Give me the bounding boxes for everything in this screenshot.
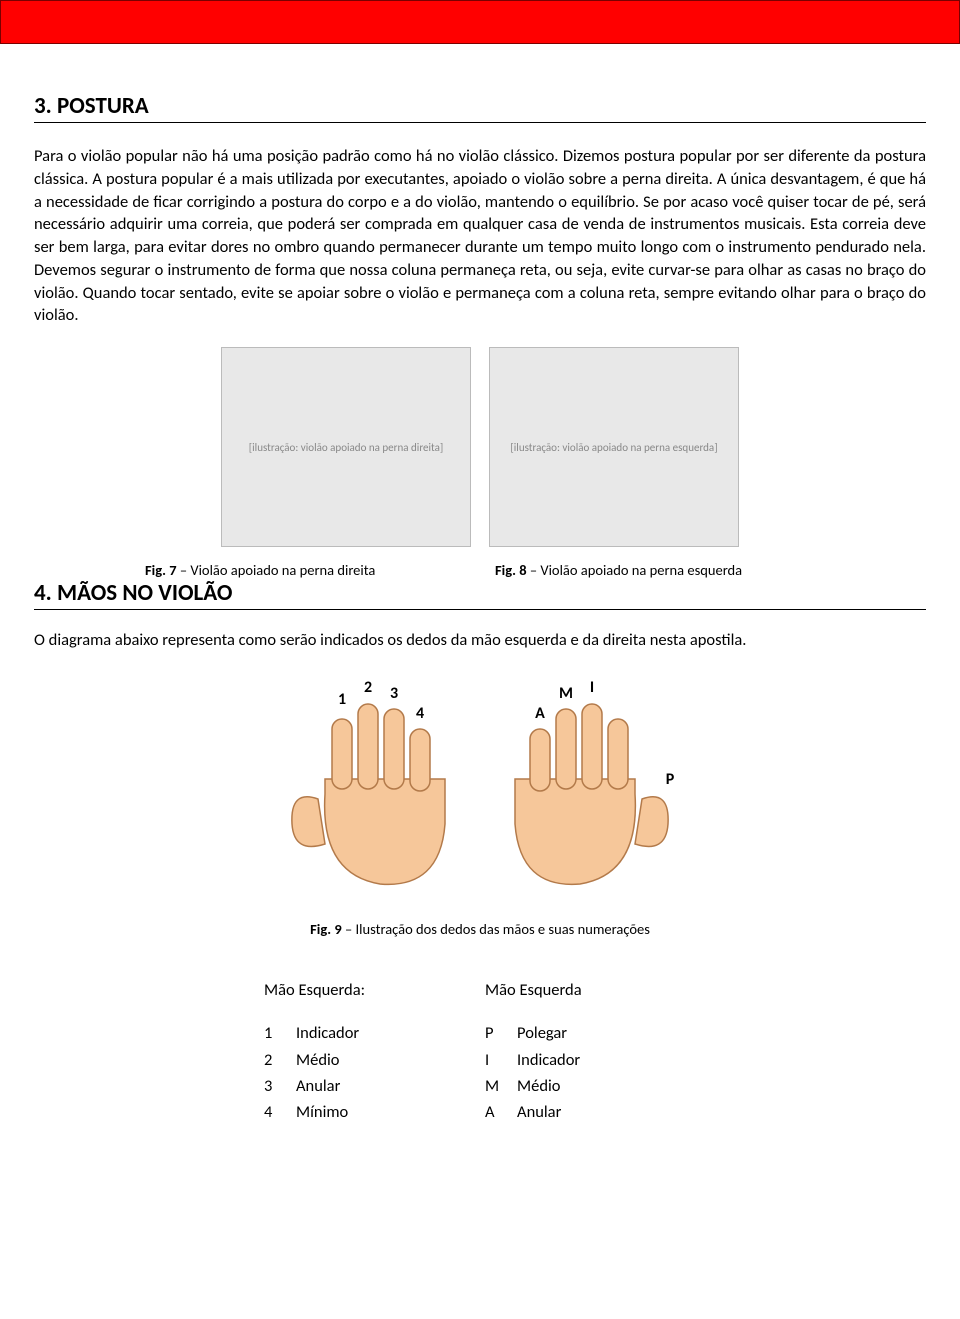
finger-val: Indicador <box>296 1020 359 1046</box>
finger-key: M <box>485 1073 503 1099</box>
table-row: 3 Anular <box>264 1073 365 1099</box>
finger-key: A <box>485 1099 503 1125</box>
figure-7-8-row: [ilustração: violão apoiado na perna dir… <box>34 347 926 547</box>
finger-key: 2 <box>264 1047 282 1073</box>
finger-val: Polegar <box>517 1020 567 1046</box>
finger-val: Mínimo <box>296 1099 348 1125</box>
finger-val: Médio <box>296 1047 339 1073</box>
right-hand-label-A: A <box>535 704 545 723</box>
left-hand-label-2: 2 <box>364 678 372 697</box>
table-row: 2 Médio <box>264 1047 365 1073</box>
figure-7-placeholder: [ilustração: violão apoiado na perna dir… <box>221 347 471 547</box>
finger-left-header: Mão Esquerda: <box>264 980 365 1000</box>
left-hand-label-3: 3 <box>390 684 398 703</box>
right-hand-label-P: P <box>666 770 675 789</box>
figure-7-caption: Fig. 7 – Violão apoiado na perna direita <box>145 561 465 579</box>
figure-7-caption-text: – Violão apoiado na perna direita <box>177 561 376 579</box>
left-hand-label-4: 4 <box>416 704 424 723</box>
figure-9-caption-text: – Ilustração dos dedos das mãos e suas n… <box>342 920 650 938</box>
hands-diagram-icon: 1 2 3 4 A M I P <box>270 674 690 904</box>
figure-9-caption: Fig. 9 – Ilustração dos dedos das mãos e… <box>34 920 926 938</box>
page-header-bar <box>0 0 960 44</box>
section-3-title: 3. POSTURA <box>34 92 926 123</box>
finger-val: Anular <box>517 1099 561 1125</box>
finger-col-right: Mão Esquerda PPolegar IIndicador MMédio … <box>485 980 582 1126</box>
figure-9-wrap: 1 2 3 4 A M I P <box>34 674 926 904</box>
page-content: 3. POSTURA Para o violão popular não há … <box>0 44 960 1166</box>
section-4-title: 4. MÃOS NO VIOLÃO <box>34 579 926 610</box>
figure-7-8-captions: Fig. 7 – Violão apoiado na perna direita… <box>34 561 926 579</box>
figure-7-caption-bold: Fig. 7 <box>145 561 177 579</box>
finger-key: 3 <box>264 1073 282 1099</box>
figure-8-caption-text: – Violão apoiado na perna esquerda <box>527 561 743 579</box>
figure-8-caption: Fig. 8 – Violão apoiado na perna esquerd… <box>495 561 815 579</box>
table-row: A Anular <box>485 1099 582 1125</box>
right-hand-label-M: M <box>559 684 573 703</box>
section-3-body: Para o violão popular não há uma posição… <box>34 145 926 327</box>
finger-key: P <box>485 1020 503 1046</box>
section-4-intro: O diagrama abaixo representa como serão … <box>34 630 926 650</box>
table-row: M Médio <box>485 1073 582 1099</box>
right-hand-label-I: I <box>590 678 594 697</box>
finger-key: I <box>485 1047 503 1073</box>
finger-val: Anular <box>296 1073 340 1099</box>
figure-8-placeholder: [ilustração: violão apoiado na perna esq… <box>489 347 739 547</box>
finger-val: Indicador <box>517 1047 580 1073</box>
figure-9-caption-bold: Fig. 9 <box>310 920 342 938</box>
table-row: 1 Indicador <box>264 1020 365 1046</box>
finger-key: 4 <box>264 1099 282 1125</box>
figure-8-caption-bold: Fig. 8 <box>495 561 527 579</box>
finger-key: 1 <box>264 1020 282 1046</box>
table-row: P Polegar <box>485 1020 582 1046</box>
table-row: I Indicador <box>485 1047 582 1073</box>
left-hand-label-1: 1 <box>338 690 346 709</box>
finger-table: Mão Esquerda: 1Indicador 2Médio 3Anular … <box>264 980 926 1126</box>
finger-col-left: Mão Esquerda: 1Indicador 2Médio 3Anular … <box>264 980 365 1126</box>
table-row: 4 Mínimo <box>264 1099 365 1125</box>
finger-val: Médio <box>517 1073 560 1099</box>
finger-right-header: Mão Esquerda <box>485 980 582 1000</box>
